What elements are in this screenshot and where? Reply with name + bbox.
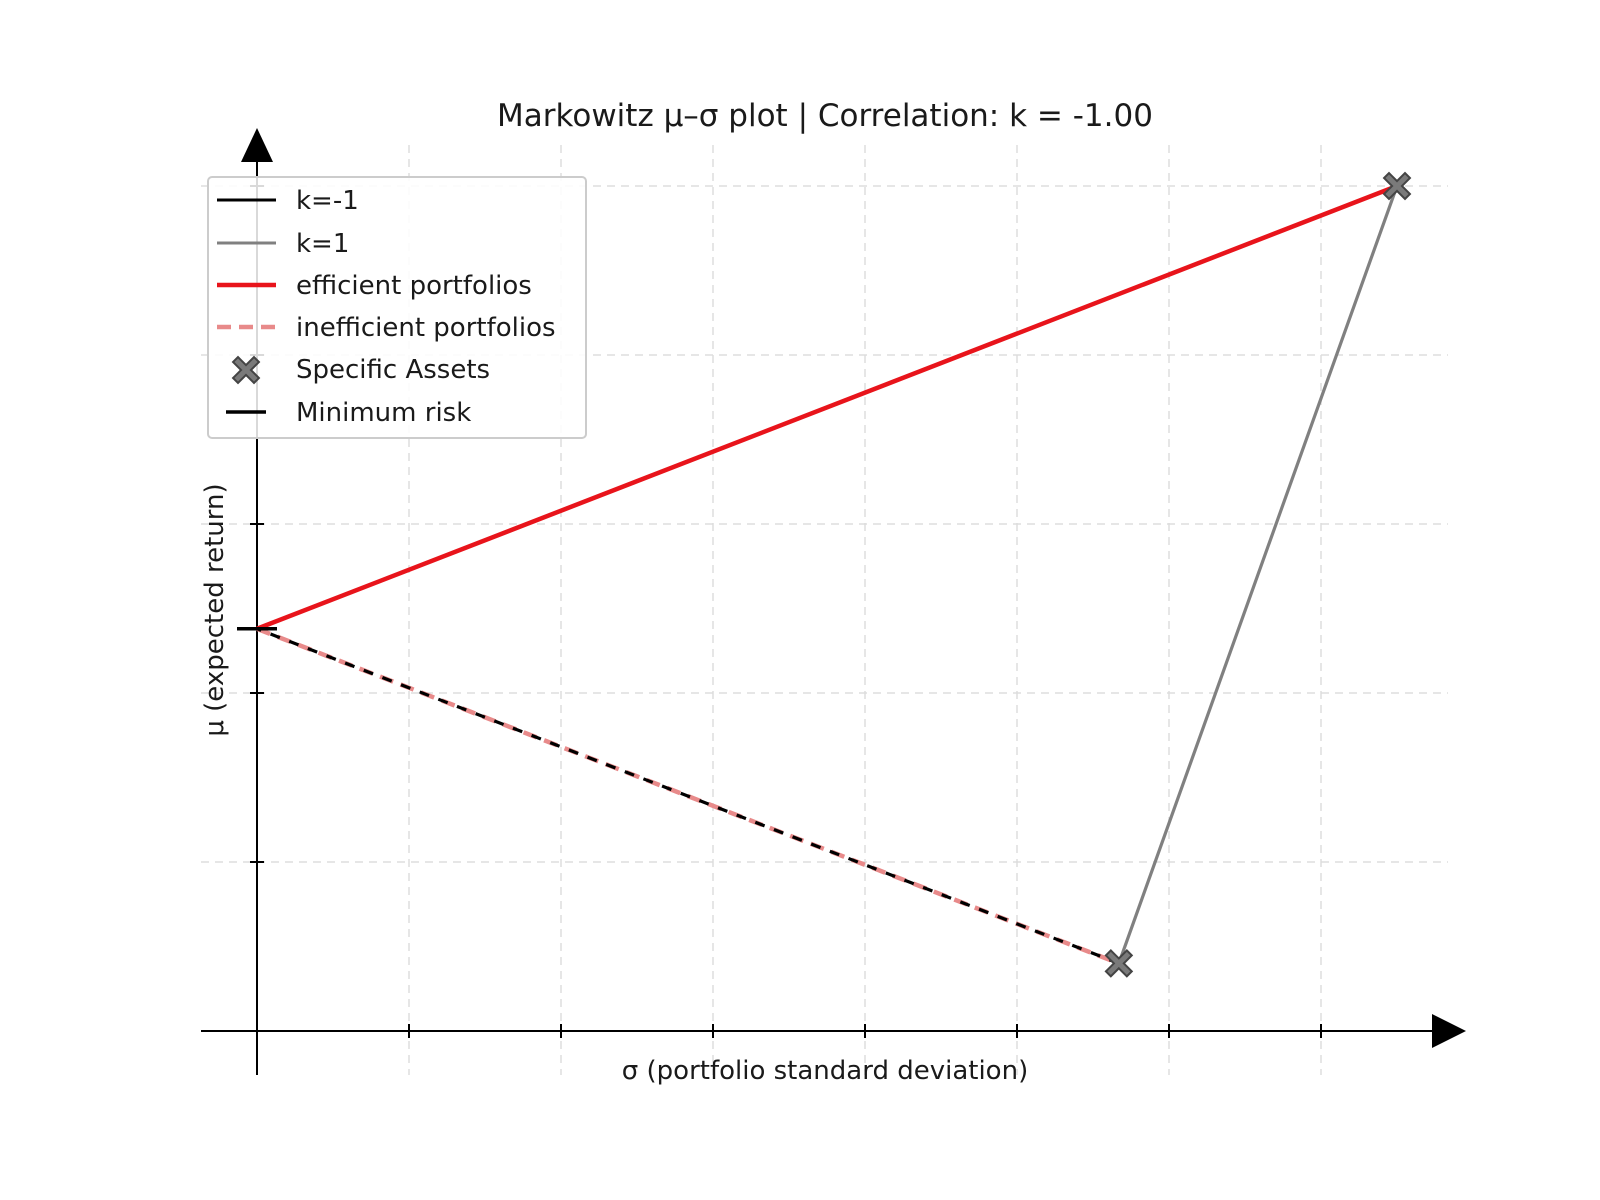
x-axis-arrow [1432, 1014, 1466, 1048]
x-axis-label: σ (portfolio standard deviation) [622, 1056, 1028, 1086]
legend-label-assets: Specific Assets [296, 355, 490, 385]
series-line-efficient-portfolios [256, 183, 1398, 631]
chart-title: Markowitz μ–σ plot | Correlation: k = -1… [497, 98, 1153, 134]
legend-label-k-1: k=1 [296, 229, 349, 259]
markers [237, 171, 1412, 978]
legend-box [207, 176, 587, 439]
legend-label-minimum-risk: Minimum risk [296, 398, 471, 428]
legend-swatch-assets [231, 355, 261, 385]
legend-label-efficient: efficient portfolios [296, 271, 532, 301]
legend-label-inefficient: inefficient portfolios [296, 313, 556, 343]
y-axis-label: μ (expected return) [200, 483, 230, 736]
y-axis-arrow [241, 128, 273, 162]
series-line-k-1 [1117, 185, 1399, 964]
legend-label-k-minus-1: k=-1 [296, 186, 359, 216]
legend: k=-1 k=1 efficient portfolios inefficien… [207, 176, 587, 439]
asset-marker-1 [1382, 171, 1412, 201]
asset-marker-0 [1104, 949, 1134, 978]
